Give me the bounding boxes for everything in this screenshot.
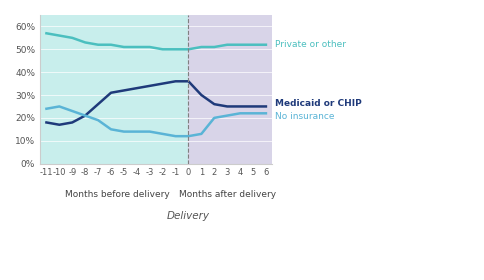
Text: No insurance: No insurance — [274, 112, 334, 121]
Text: Months before delivery: Months before delivery — [65, 190, 169, 199]
Text: Months after delivery: Months after delivery — [178, 190, 275, 199]
Text: Medicaid or CHIP: Medicaid or CHIP — [274, 99, 361, 108]
Bar — [40, 15, 188, 164]
Text: Delivery: Delivery — [166, 211, 210, 221]
Text: Private or other: Private or other — [274, 40, 345, 49]
Bar — [188, 15, 272, 164]
